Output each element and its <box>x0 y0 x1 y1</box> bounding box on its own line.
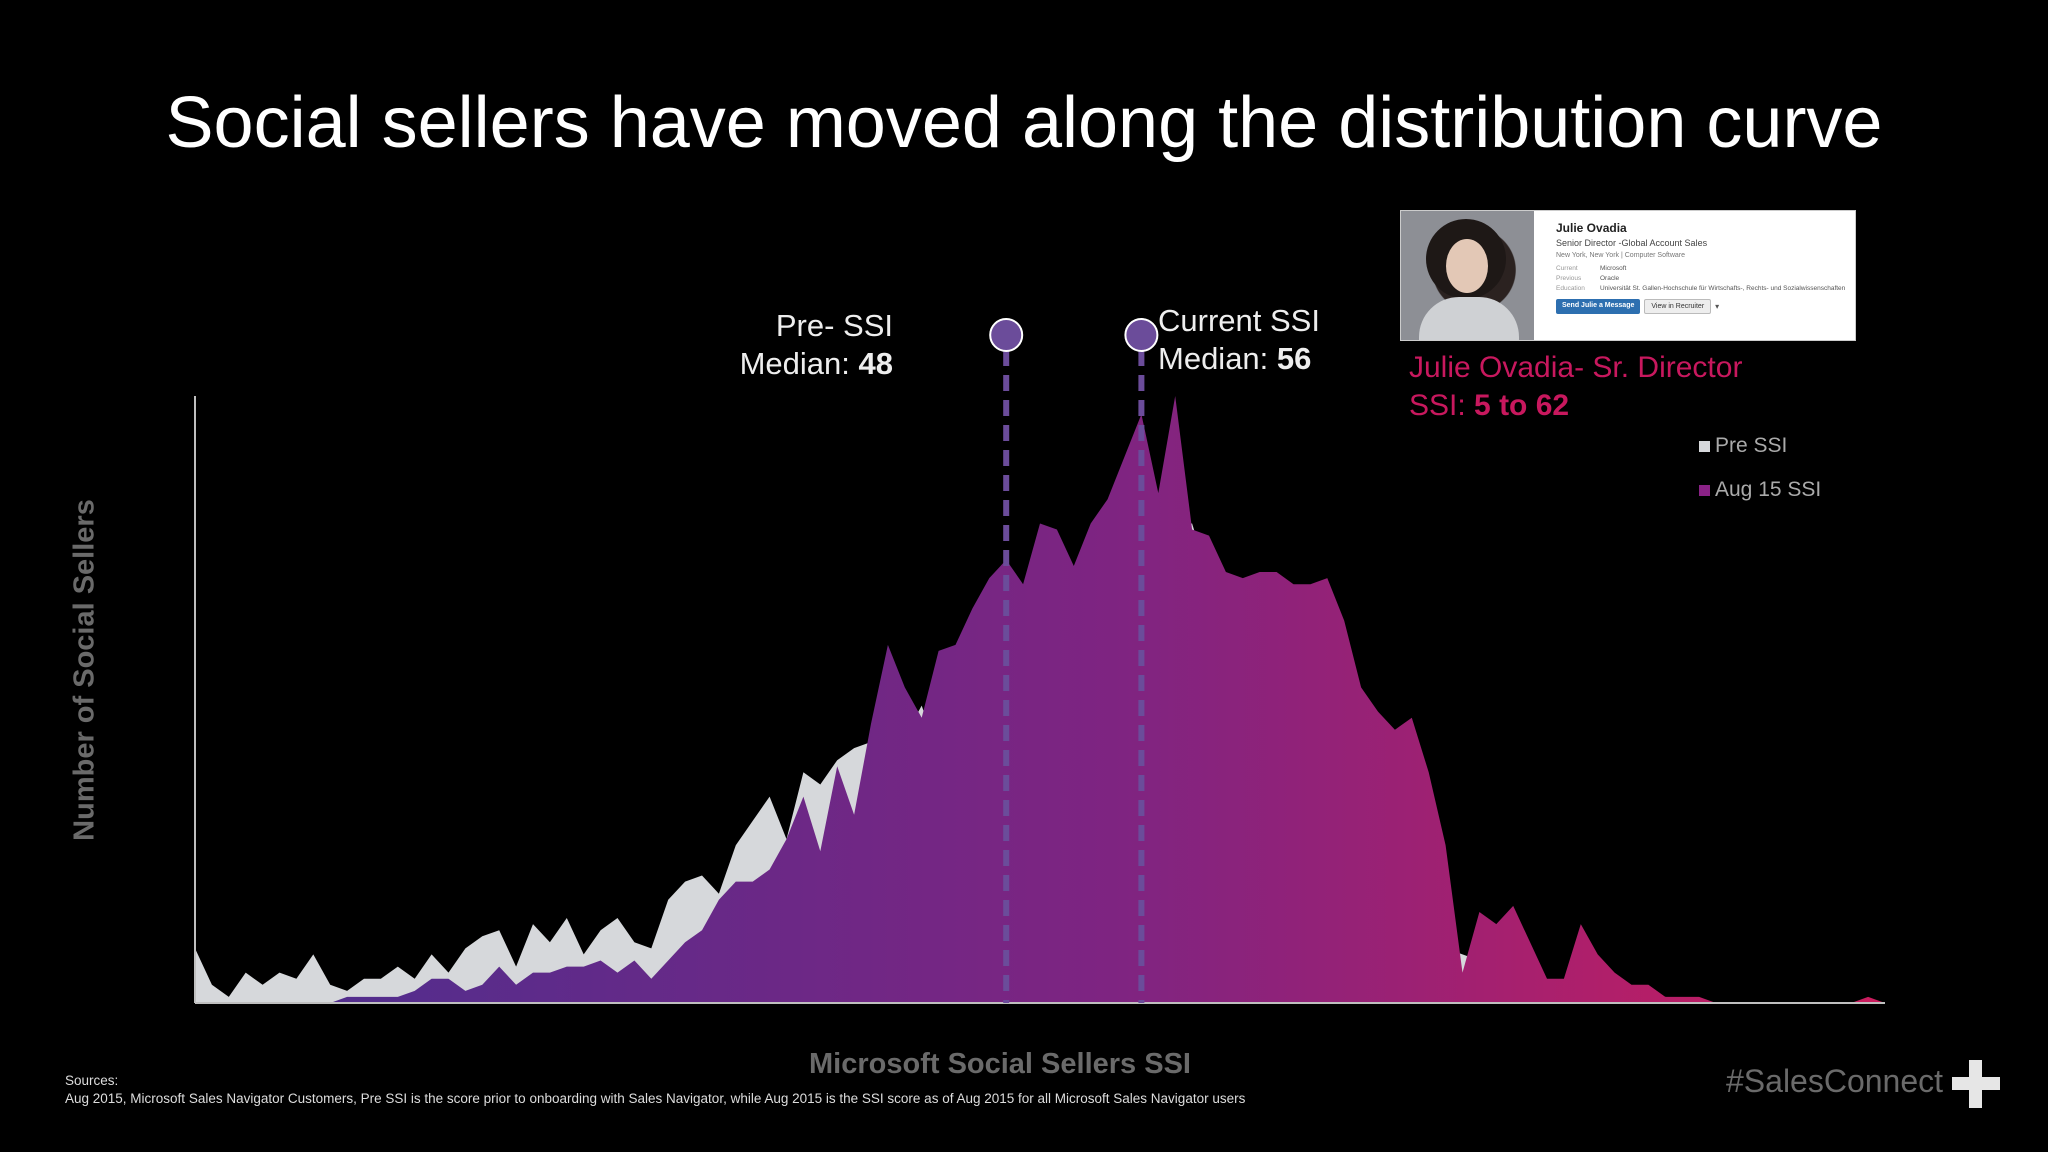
profile-row-key: Previous <box>1556 275 1582 282</box>
profile-details: Current Microsoft Previous Oracle Educatio… <box>1556 264 1845 294</box>
sources-note: Sources: Aug 2015, Microsoft Sales Navig… <box>65 1072 1245 1108</box>
profile-row-value: Microsoft <box>1600 265 1627 272</box>
profile-name: Julie Ovadia <box>1556 221 1627 235</box>
plus-icon <box>1952 1060 2000 1108</box>
profile-row-key: Education <box>1556 285 1585 292</box>
profile-headline: Senior Director -Global Account Sales <box>1556 238 1708 248</box>
julie-caption: Julie Ovadia- Sr. Director SSI: 5 to 62 <box>1409 349 1742 425</box>
profile-row-value: Universität St. Gallen-Hochschule für Wi… <box>1600 285 1846 292</box>
pre-median-value: 48 <box>858 346 893 381</box>
legend-item-pre-ssi: Pre SSI <box>1699 434 1787 458</box>
view-in-recruiter-button[interactable]: View in Recruiter <box>1644 299 1712 314</box>
caret-down-icon[interactable]: ▾ <box>1715 302 1720 311</box>
legend-label-aug: Aug 15 SSI <box>1715 478 1822 501</box>
legend-swatch-aug <box>1699 484 1710 496</box>
julie-ssi-label: SSI: <box>1409 389 1466 422</box>
y-axis-label: Number of Social Sellers <box>68 499 101 841</box>
pre-median-line1: Pre- SSI <box>775 308 893 343</box>
profile-row-value: Oracle <box>1600 275 1620 282</box>
pre-median-marker <box>989 318 1024 352</box>
current-median-marker <box>1124 318 1159 352</box>
send-message-button[interactable]: Send Julie a Message <box>1556 299 1641 314</box>
pre-median-label: Pre- SSI Median: 48 <box>740 307 893 383</box>
current-median-line1: Current SSI <box>1158 303 1320 338</box>
series-aug-ssi-area <box>195 396 1885 1003</box>
pre-median-label-text: Median: <box>739 346 850 381</box>
sources-text: Aug 2015, Microsoft Sales Navigator Cust… <box>65 1091 1246 1106</box>
slide-title: Social sellers have moved along the dist… <box>165 83 1883 163</box>
hashtag-text: #SalesConnect <box>1726 1063 1944 1099</box>
julie-ssi-value: 5 to 62 <box>1474 389 1570 422</box>
plot-area <box>194 318 1885 1004</box>
profile-row-key: Current <box>1556 265 1578 272</box>
current-median-label-text: Median: <box>1158 341 1269 376</box>
profile-photo <box>1401 211 1534 340</box>
legend-swatch-pre <box>1699 440 1710 452</box>
julie-name-title: Julie Ovadia- Sr. Director <box>1409 351 1743 384</box>
legend-label-pre: Pre SSI <box>1715 434 1788 457</box>
legend-item-aug-ssi: Aug 15 SSI <box>1699 478 1821 502</box>
current-median-label: Current SSI Median: 56 <box>1158 302 1320 378</box>
sources-heading: Sources: <box>65 1073 119 1088</box>
current-median-value: 56 <box>1276 341 1312 376</box>
profile-location: New York, New York | Computer Software <box>1556 252 1686 259</box>
linkedin-profile-card: Julie Ovadia Senior Director -Global Acc… <box>1400 210 1856 341</box>
x-axis-label: Microsoft Social Sellers SSI <box>809 1048 1191 1080</box>
